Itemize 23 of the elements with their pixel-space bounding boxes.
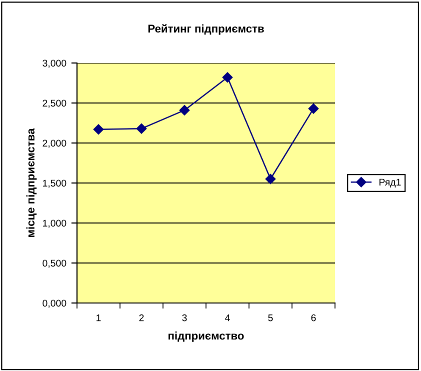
- y-tick-label: 0,000: [42, 300, 66, 308]
- point: [179, 105, 190, 116]
- x-tick-label: 6: [311, 314, 316, 322]
- y-tick-label: 3,000: [42, 60, 66, 68]
- x-tick-label: 2: [139, 314, 144, 322]
- y-tick-label: 1,000: [43, 220, 66, 228]
- x-tick-label: 1: [96, 314, 101, 322]
- point: [93, 124, 104, 135]
- chart-title: Рейтинг підприємств: [148, 24, 264, 35]
- y-tick-label: 0,500: [42, 260, 66, 268]
- x-tick-label: 5: [268, 314, 273, 322]
- legend-label: Ряд1: [380, 178, 401, 188]
- y-axis-title: місце підприємства: [26, 128, 37, 237]
- x-tick-label: 3: [182, 314, 187, 322]
- x-tick-label: 4: [225, 314, 230, 322]
- y-tick-label: 2,500: [42, 100, 66, 108]
- point: [136, 123, 147, 134]
- y-tick-label: 2,000: [42, 140, 66, 148]
- y-tick-label: 1,500: [43, 180, 66, 188]
- point: [265, 174, 276, 184]
- point: [222, 72, 233, 83]
- point: [308, 103, 319, 114]
- x-axis-title: підприємство: [168, 332, 244, 342]
